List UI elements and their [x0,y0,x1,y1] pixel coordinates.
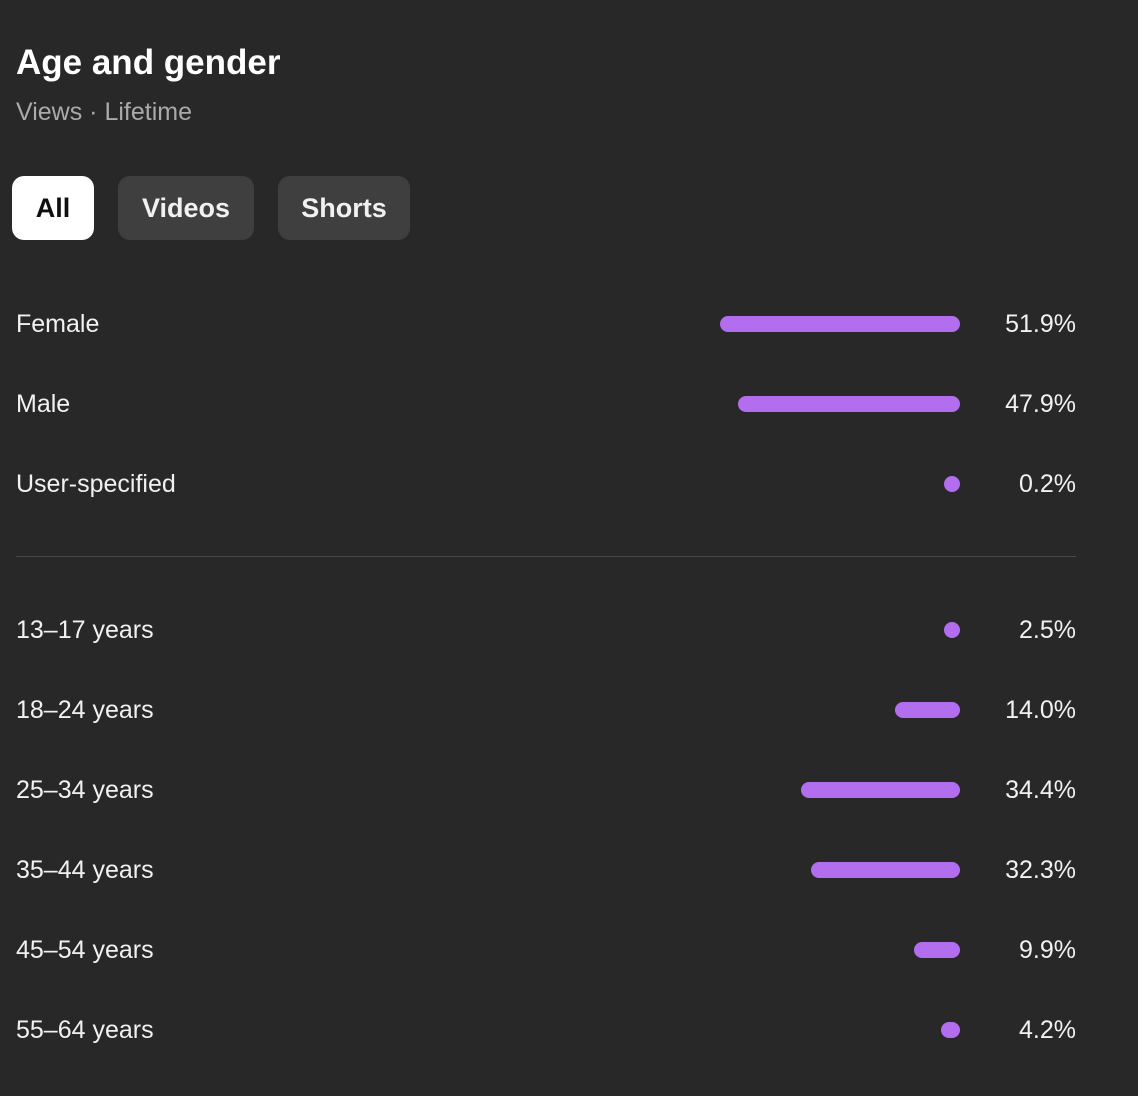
row-value: 4.2% [1019,1016,1076,1044]
bar-35-44 [811,862,960,878]
row-label: User-specified [16,470,176,498]
bar-track [678,396,960,412]
card-title: Age and gender [16,43,281,82]
bar-track [678,1022,960,1038]
bar-track [678,862,960,878]
row-label: 13–17 years [16,616,154,644]
row-value: 2.5% [1019,616,1076,644]
bar-55-64 [941,1022,960,1038]
row-label: 45–54 years [16,936,154,964]
age-row-25-34: 25–34 years 34.4% [16,770,1076,810]
bar-user-specified [944,476,960,492]
tab-shorts[interactable]: Shorts [278,176,410,240]
bar-track [678,702,960,718]
bar-track [678,782,960,798]
bar-male [738,396,960,412]
row-value: 0.2% [1019,470,1076,498]
row-value: 34.4% [1005,776,1076,804]
row-value: 9.9% [1019,936,1076,964]
row-label: Female [16,310,100,338]
bar-25-34 [801,782,960,798]
gender-row-male: Male 47.9% [16,384,1076,424]
bar-track [678,476,960,492]
row-label: 18–24 years [16,696,154,724]
age-row-13-17: 13–17 years 2.5% [16,610,1076,650]
tab-videos[interactable]: Videos [118,176,254,240]
row-label: Male [16,390,71,418]
card-subtitle: Views · Lifetime [16,98,192,126]
row-value: 14.0% [1005,696,1076,724]
age-row-55-64: 55–64 years 4.2% [16,1010,1076,1050]
row-value: 47.9% [1005,390,1076,418]
bar-45-54 [914,942,960,958]
gender-row-female: Female 51.9% [16,304,1076,344]
age-row-35-44: 35–44 years 32.3% [16,850,1076,890]
section-divider [16,556,1076,557]
bar-18-24 [895,702,960,718]
bar-track [678,622,960,638]
bar-track [678,942,960,958]
age-row-18-24: 18–24 years 14.0% [16,690,1076,730]
age-row-45-54: 45–54 years 9.9% [16,930,1076,970]
row-label: 55–64 years [16,1016,154,1044]
bar-track [678,316,960,332]
row-value: 51.9% [1005,310,1076,338]
row-label: 35–44 years [16,856,154,884]
row-label: 25–34 years [16,776,154,804]
bar-female [720,316,960,332]
bar-13-17 [944,622,960,638]
gender-row-user-specified: User-specified 0.2% [16,464,1076,504]
tab-all[interactable]: All [12,176,94,240]
row-value: 32.3% [1005,856,1076,884]
content-type-tabs: All Videos Shorts [12,176,410,240]
